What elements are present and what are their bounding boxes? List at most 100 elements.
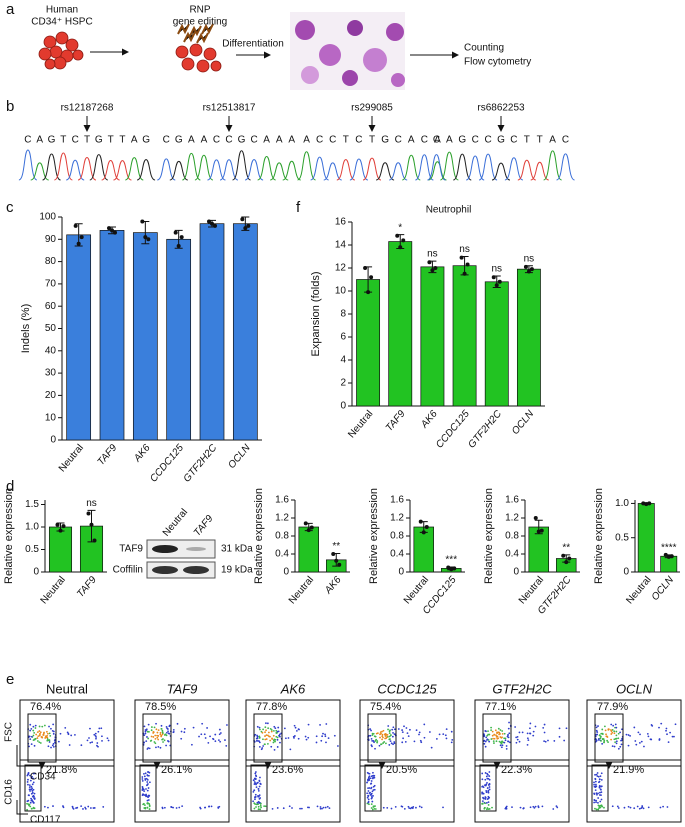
gate-percent: 77.9% [597,701,628,713]
cell-dot [503,741,506,744]
gate [139,764,157,812]
cell-dot [252,800,255,803]
cell-dot [141,778,144,780]
cell-dot [36,731,39,734]
cell-dot [35,733,38,736]
cell-dot [259,776,261,779]
cell-dot [27,773,30,775]
cell-dot [33,744,36,747]
cell-dot [487,777,490,780]
cell-dot [218,728,221,731]
cell-dot [601,742,604,745]
cell-dot [267,727,270,730]
cell-dot [307,736,310,739]
axis-label: CD34 [30,772,56,783]
cell-dot [389,740,392,743]
x-tick-label: OCLN [650,574,677,603]
cell-dot [47,739,50,742]
cell-dot [68,744,71,746]
replicate-point [433,266,438,270]
cell-dot [210,805,213,808]
cell-dot [633,807,636,810]
lane-label: Neutral [161,507,190,539]
cell-dot [254,798,256,801]
cell-dot [553,740,556,742]
base-letter: G [175,135,183,146]
cell-dot [36,737,39,739]
base-letter: A [188,135,195,146]
cell-dot [255,775,258,778]
cell-dot [154,737,157,740]
cell-dot [666,733,668,736]
cell-dot [565,727,568,730]
cell-dot [212,737,214,740]
cell-dot [258,726,261,729]
base-letter: G [142,135,150,146]
cell-dot [142,802,145,805]
trace-peak [530,161,549,181]
significance-label: *** [445,555,457,566]
cell-dot [418,733,420,736]
cell-dot [516,738,519,741]
cell-dot [599,791,601,794]
y-tick-label: 100 [39,212,56,223]
replicate-point [398,245,403,250]
x-tick-label: Neutral [39,575,68,607]
replicate-point [246,223,251,228]
y-tick-label: 14 [335,240,347,251]
cell-dot [543,723,546,726]
trace-peak [543,150,562,181]
cell-dot [484,730,487,732]
cell-dot [48,732,51,735]
cell-dot [374,805,376,807]
x-tick-label: AK6 [419,408,441,431]
gate-percent: 77.8% [256,701,287,713]
cell-dot [607,741,609,744]
cell-dot [598,785,601,788]
cell-dot [508,721,510,724]
cell-dot [611,731,614,734]
cell-dot [386,807,389,809]
cell-dot [45,736,48,739]
cell-dot [371,774,374,777]
cell-dot [596,793,598,796]
cell-dot [52,742,55,745]
cell-dot [493,737,496,740]
cell-dot [143,790,146,793]
cell-dot [486,807,489,809]
cell-dot [146,771,149,773]
cell-dot [488,740,491,743]
cell-dot [385,734,388,736]
replicate-point [427,260,432,265]
cell-dot [367,794,370,797]
cell-dot [374,808,377,810]
cell-dot [38,734,41,737]
cell-dot [617,732,620,735]
cell-dot [165,726,168,728]
cell-dot [148,795,151,797]
cell-dot [152,731,155,734]
base-letter: T [369,135,375,146]
cell-dot [157,729,160,732]
x-tick-label: TAF9 [75,574,99,600]
cell-dot [638,742,641,744]
cell-dot [666,806,669,808]
x-tick-label: TAF9 [96,442,120,468]
cell-dot [487,804,490,806]
cell-dot [181,805,184,808]
cell-dot [91,741,94,744]
cell-dot [141,786,144,788]
cell-dot [594,807,596,810]
cell-dot [497,731,500,734]
cell-dot [374,735,377,738]
cell-dot [289,748,292,751]
trace-peak [491,162,511,181]
cell-dot [307,806,309,809]
replicate-point [533,516,538,520]
base-letter: A [276,135,283,146]
cell-dot [201,722,204,725]
replicate-point [465,262,470,267]
base-letter: G [238,135,246,146]
cell-dot [617,747,620,750]
cell-dot [674,723,677,726]
